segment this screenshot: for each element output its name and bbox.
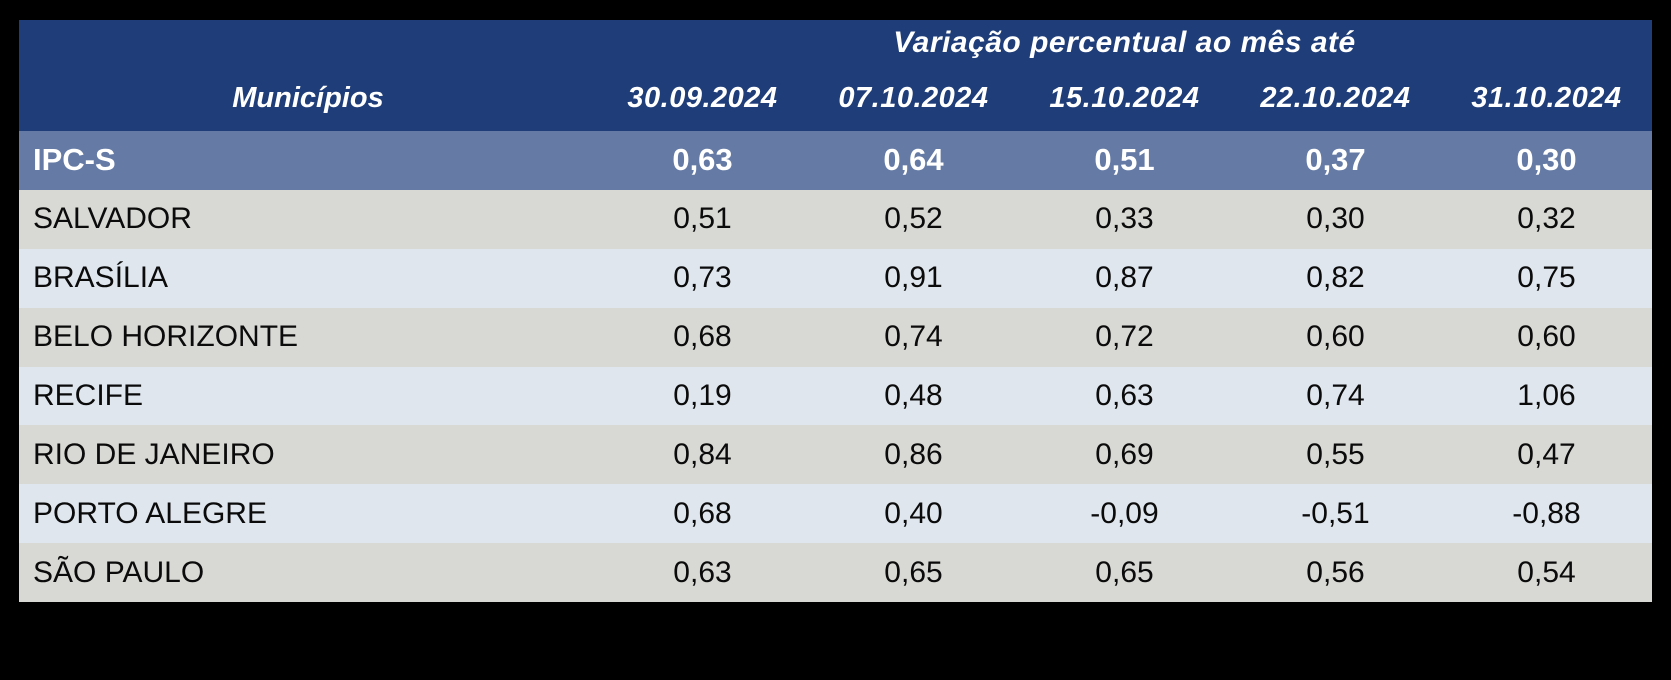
summary-value: 0,37 — [1230, 131, 1441, 190]
value-cell: 0,19 — [597, 366, 808, 426]
value-cell: 0,54 — [1441, 543, 1652, 602]
value-cell: 0,63 — [597, 543, 808, 602]
municipality-label: RIO DE JANEIRO — [19, 425, 597, 485]
value-cell: 0,65 — [1019, 543, 1230, 602]
value-cell: 0,73 — [597, 248, 808, 308]
value-cell: 0,63 — [1019, 366, 1230, 426]
municipality-label: RECIFE — [19, 366, 597, 426]
value-cell: 0,51 — [597, 189, 808, 249]
column-header-date-3: 15.10.2024 — [1019, 66, 1230, 131]
value-cell: 0,87 — [1019, 248, 1230, 308]
value-cell: 0,74 — [1230, 366, 1441, 426]
header-corner-spacer — [19, 20, 597, 66]
value-cell: 0,68 — [597, 307, 808, 367]
ipc-s-municipalities-table: Variação percentual ao mês até Município… — [19, 20, 1652, 602]
value-cell: 0,69 — [1019, 425, 1230, 485]
value-cell: 0,75 — [1441, 248, 1652, 308]
value-cell: 1,06 — [1441, 366, 1652, 426]
value-cell: 0,74 — [808, 307, 1019, 367]
value-cell: -0,51 — [1230, 484, 1441, 544]
summary-value: 0,30 — [1441, 131, 1652, 190]
value-cell: 0,55 — [1230, 425, 1441, 485]
value-cell: 0,33 — [1019, 189, 1230, 249]
value-cell: 0,91 — [808, 248, 1019, 308]
municipality-label: SÃO PAULO — [19, 543, 597, 602]
municipality-label: PORTO ALEGRE — [19, 484, 597, 544]
value-cell: 0,47 — [1441, 425, 1652, 485]
municipality-label: BELO HORIZONTE — [19, 307, 597, 367]
table-group-title: Variação percentual ao mês até — [597, 20, 1652, 66]
value-cell: 0,40 — [808, 484, 1019, 544]
municipality-label: SALVADOR — [19, 189, 597, 249]
column-header-date-2: 07.10.2024 — [808, 66, 1019, 131]
summary-value: 0,51 — [1019, 131, 1230, 190]
summary-row-label: IPC-S — [19, 131, 597, 190]
value-cell: 0,32 — [1441, 189, 1652, 249]
value-cell: 0,60 — [1441, 307, 1652, 367]
column-header-date-1: 30.09.2024 — [597, 66, 808, 131]
column-header-date-5: 31.10.2024 — [1441, 66, 1652, 131]
column-header-date-4: 22.10.2024 — [1230, 66, 1441, 131]
value-cell: 0,82 — [1230, 248, 1441, 308]
value-cell: 0,65 — [808, 543, 1019, 602]
value-cell: 0,52 — [808, 189, 1019, 249]
value-cell: 0,86 — [808, 425, 1019, 485]
value-cell: 0,48 — [808, 366, 1019, 426]
value-cell: 0,84 — [597, 425, 808, 485]
value-cell: -0,09 — [1019, 484, 1230, 544]
summary-value: 0,64 — [808, 131, 1019, 190]
value-cell: 0,68 — [597, 484, 808, 544]
value-cell: 0,72 — [1019, 307, 1230, 367]
column-header-municipios: Municípios — [19, 66, 597, 131]
value-cell: 0,60 — [1230, 307, 1441, 367]
summary-value: 0,63 — [597, 131, 808, 190]
value-cell: 0,56 — [1230, 543, 1441, 602]
value-cell: 0,30 — [1230, 189, 1441, 249]
value-cell: -0,88 — [1441, 484, 1652, 544]
municipality-label: BRASÍLIA — [19, 248, 597, 308]
